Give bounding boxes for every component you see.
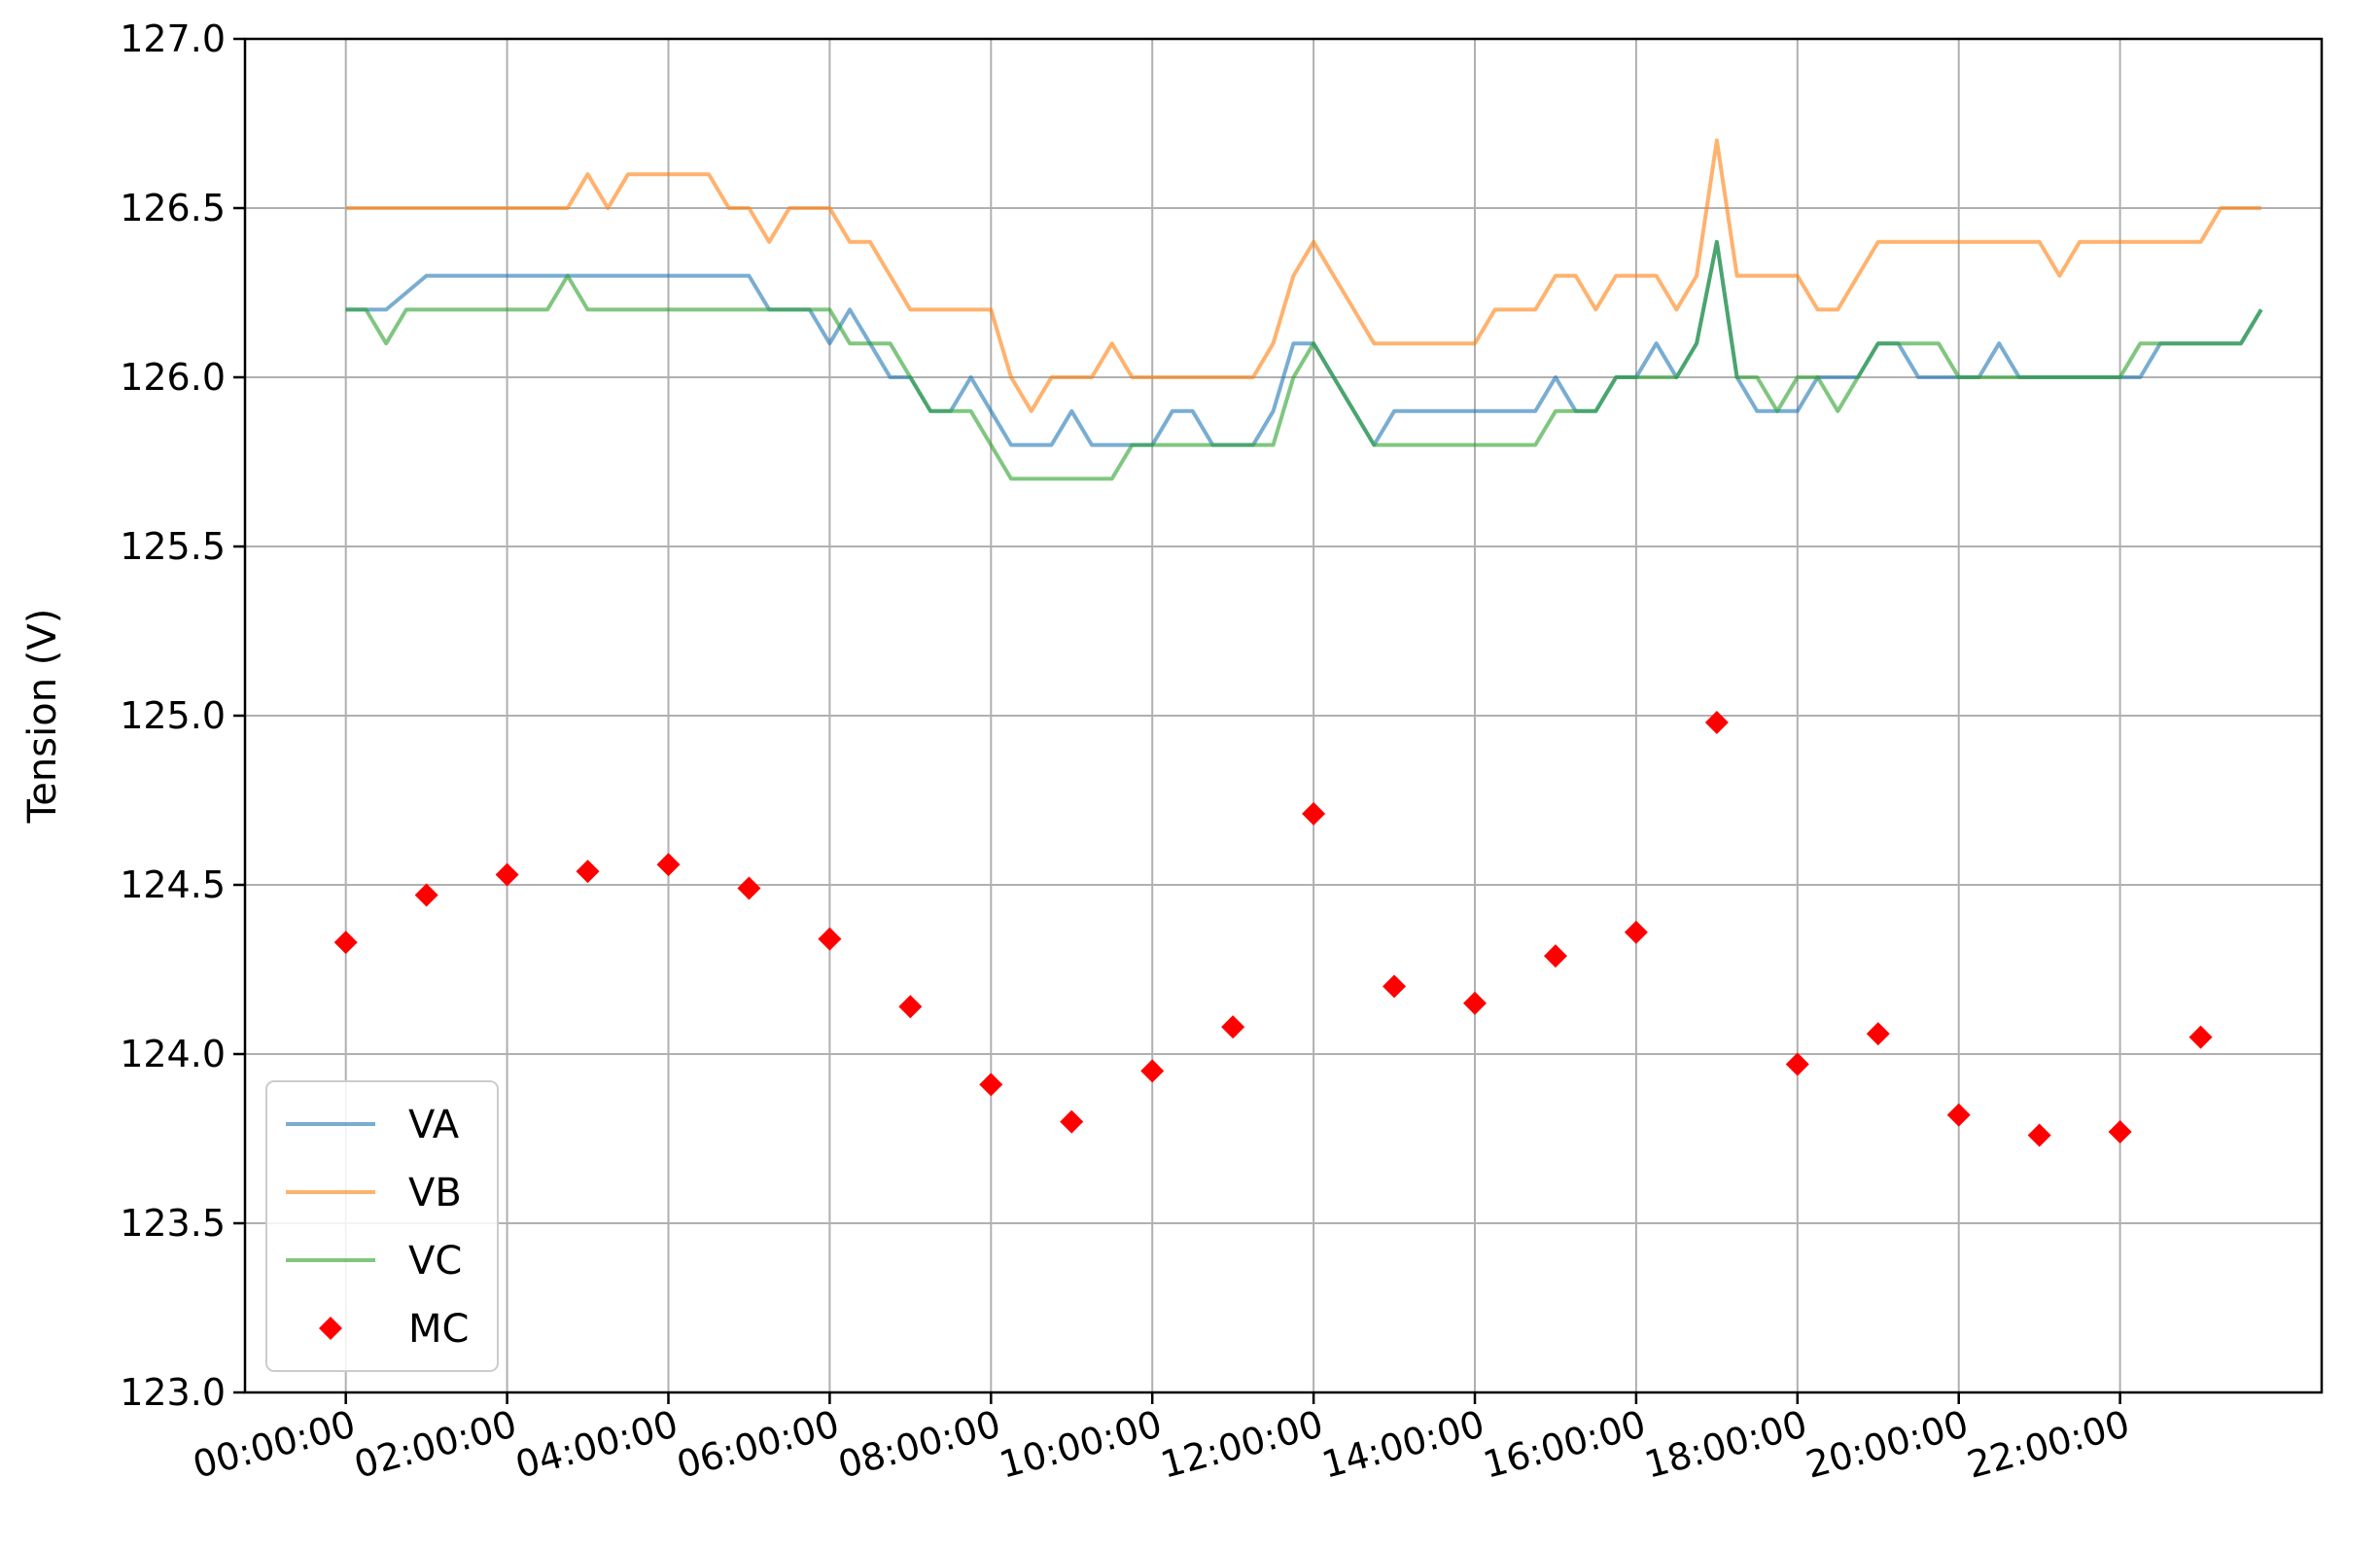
- data-point-mc: [1624, 920, 1648, 944]
- y-tick-label: 126.5: [120, 187, 226, 229]
- y-tick-label: 124.0: [120, 1033, 226, 1075]
- data-point-mc: [1704, 710, 1729, 734]
- y-tick-label: 125.5: [120, 525, 226, 568]
- legend-label-mc: MC: [408, 1307, 469, 1352]
- y-tick-label: 124.5: [120, 863, 226, 906]
- series-line-vc: [345, 239, 2263, 481]
- legend-swatch-mc: [319, 1317, 342, 1340]
- data-point-mc: [737, 876, 761, 900]
- data-point-mc: [1221, 1015, 1245, 1039]
- y-tick-label: 126.0: [120, 356, 226, 399]
- data-point-mc: [1382, 974, 1407, 999]
- data-point-mc: [2027, 1123, 2051, 1147]
- data-point-mc: [1302, 801, 1326, 826]
- data-point-mc: [333, 931, 358, 955]
- data-point-mc: [1060, 1109, 1084, 1134]
- data-point-mc: [2108, 1120, 2132, 1144]
- series-layer: [333, 138, 2263, 1147]
- y-axis: 123.0 123.5 124.0 124.5 125.0 125.5 126.0 126.5…: [120, 18, 245, 1414]
- y-tick-label: 127.0: [120, 18, 226, 60]
- data-point-mc: [2188, 1025, 2213, 1049]
- data-point-mc: [495, 863, 519, 887]
- data-point-mc: [1946, 1103, 1971, 1127]
- data-point-mc: [1785, 1052, 1809, 1076]
- legend-box: [265, 1080, 499, 1372]
- y-tick-label: 125.0: [120, 694, 226, 737]
- data-point-mc: [818, 927, 842, 951]
- data-point-mc: [414, 883, 438, 907]
- data-point-mc: [1463, 991, 1488, 1015]
- data-point-mc: [1140, 1059, 1165, 1083]
- legend-label-va: VA: [408, 1103, 460, 1147]
- data-point-mc: [576, 860, 600, 884]
- data-point-mc: [656, 853, 681, 877]
- y-axis-label: Tension (V): [20, 609, 65, 825]
- y-tick-label: 123.0: [120, 1371, 226, 1414]
- data-point-mc: [898, 995, 923, 1019]
- data-point-mc: [1866, 1022, 1890, 1046]
- y-tick-label: 123.5: [120, 1202, 226, 1245]
- series-line-vb: [345, 138, 2261, 413]
- series-line-va: [345, 239, 2263, 447]
- legend: VA VB VC MC: [265, 1080, 499, 1372]
- legend-label-vb: VB: [408, 1171, 462, 1215]
- data-point-mc: [1543, 944, 1567, 968]
- legend-label-vc: VC: [408, 1239, 462, 1284]
- data-point-mc: [979, 1073, 1003, 1097]
